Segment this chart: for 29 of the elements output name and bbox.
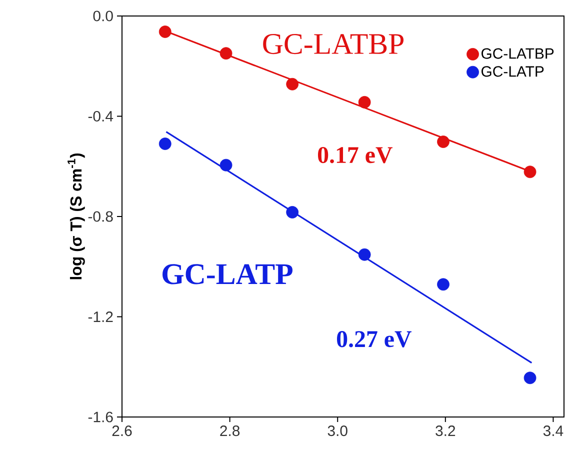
x-tick-label: 3.4 <box>543 426 564 436</box>
point <box>286 206 299 218</box>
point <box>286 78 299 90</box>
y-tick-label: -1.2 <box>88 312 113 322</box>
x-tick-label: 2.6 <box>112 426 132 436</box>
x-tick-label: 3.0 <box>328 426 348 436</box>
point <box>437 136 450 148</box>
point <box>524 166 536 178</box>
y-tick-label: -0.4 <box>88 110 114 122</box>
point <box>358 248 371 261</box>
x-tick-label: 2.8 <box>220 426 240 436</box>
y-axis-title: log (σ T) (S cm$^{-1}$) <box>68 153 85 280</box>
legend-label: GC-LATBP <box>482 48 554 59</box>
point <box>358 96 371 108</box>
annotation: GC-LATBP <box>263 34 404 54</box>
annotation: 0.27 eV <box>337 331 412 348</box>
point <box>220 158 232 172</box>
legend-label: GC-LATP <box>482 66 544 77</box>
point <box>524 372 536 384</box>
y-tick-label: -1.6 <box>88 412 113 422</box>
annotation: 0.17 eV <box>318 146 392 164</box>
y-tick-label: -0.8 <box>88 211 113 222</box>
annotation: GC-LATP <box>162 264 292 284</box>
x-tick-label: 3.2 <box>436 426 456 436</box>
y-tick-label: 0.0 <box>93 10 113 22</box>
point <box>158 138 172 150</box>
point <box>158 26 172 38</box>
point <box>437 278 450 291</box>
point <box>220 47 232 60</box>
